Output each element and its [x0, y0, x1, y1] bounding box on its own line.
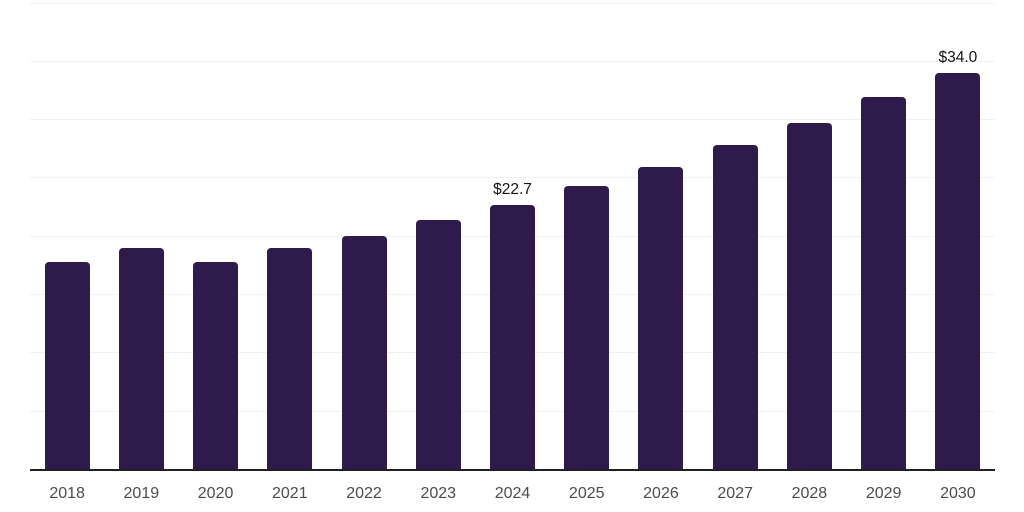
- bar: [44, 261, 90, 470]
- x-tick-label: 2028: [791, 485, 828, 502]
- bar: [267, 247, 313, 470]
- y-gridline: [30, 177, 995, 179]
- bar: [490, 204, 535, 470]
- bar: [193, 261, 239, 470]
- bar: [786, 123, 832, 470]
- bar: [564, 186, 610, 470]
- x-tick-label: 2024: [494, 485, 531, 502]
- x-tick-label: 2030: [940, 485, 976, 502]
- x-tick-label: 2021: [272, 485, 308, 502]
- bar: [712, 145, 758, 470]
- x-tick-label: 2029: [865, 485, 902, 502]
- bar: [638, 167, 684, 470]
- x-axis-line: [30, 469, 995, 471]
- value-label: $22.7: [493, 180, 532, 198]
- x-tick-label: 2025: [568, 485, 605, 502]
- bar: [415, 219, 461, 470]
- x-tick-label: 2020: [197, 485, 234, 502]
- bar: [935, 72, 981, 470]
- x-tick-label: 2027: [717, 485, 753, 502]
- bar: [118, 247, 164, 470]
- x-tick-label: 2018: [49, 485, 85, 502]
- y-gridline: [30, 60, 995, 62]
- y-gridline: [30, 2, 995, 4]
- x-tick-label: 2026: [643, 485, 679, 502]
- bar: [341, 236, 387, 470]
- x-tick-label: 2019: [123, 485, 160, 502]
- x-tick-label: 2023: [420, 485, 457, 502]
- y-gridline: [30, 119, 995, 121]
- value-label: $34.0: [938, 48, 978, 66]
- bar: [861, 97, 907, 470]
- x-tick-label: 2022: [346, 485, 382, 502]
